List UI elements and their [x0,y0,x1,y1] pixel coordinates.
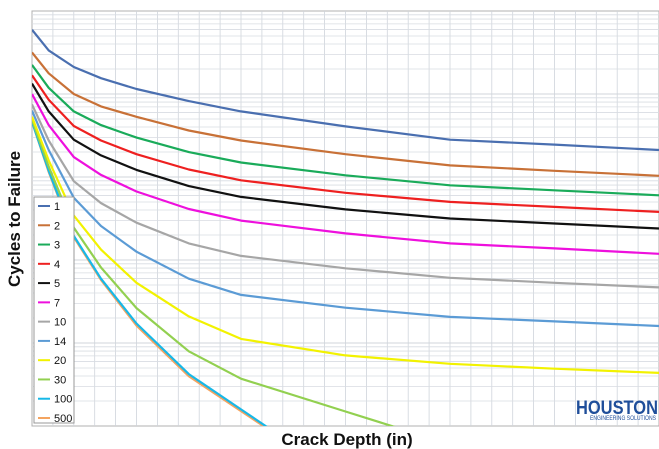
legend-label-20: 20 [54,355,66,367]
x-axis-title: Crack Depth (in) [281,430,412,449]
legend-label-5: 5 [54,278,60,290]
legend-label-100: 100 [54,394,72,406]
legend-label-14: 14 [54,336,66,348]
series-line-100 [32,121,268,426]
legend-label-4: 4 [54,259,60,271]
legend-label-30: 30 [54,374,66,386]
logo-tagline: ENGINEERING SOLUTIONS [590,416,656,422]
legend-box [33,196,75,424]
legend-label-7: 7 [54,297,60,309]
series-line-3 [32,64,659,197]
logo-wordmark: HOUSTON [576,398,658,419]
series-line-14 [32,110,659,328]
legend-label-10: 10 [54,317,66,329]
series-line-10 [32,103,659,289]
legend: 1 2 3 4 5 7 10 14 20 30 100 500 [33,196,75,425]
houston-logo: HOUSTON ENGINEERING SOLUTIONS [576,398,658,422]
gridlines [31,10,659,427]
series-line-7 [32,93,659,255]
series-line-5 [32,83,659,230]
series-line-1 [32,29,659,152]
legend-label-2: 2 [54,220,60,232]
series-line-30 [32,119,396,426]
legend-label-3: 3 [54,240,60,252]
legend-label-1: 1 [54,201,60,213]
y-axis-title: Cycles to Failure [5,151,24,287]
legend-label-500: 500 [54,413,72,425]
series-line-2 [32,51,659,177]
series-line-4 [32,74,659,213]
